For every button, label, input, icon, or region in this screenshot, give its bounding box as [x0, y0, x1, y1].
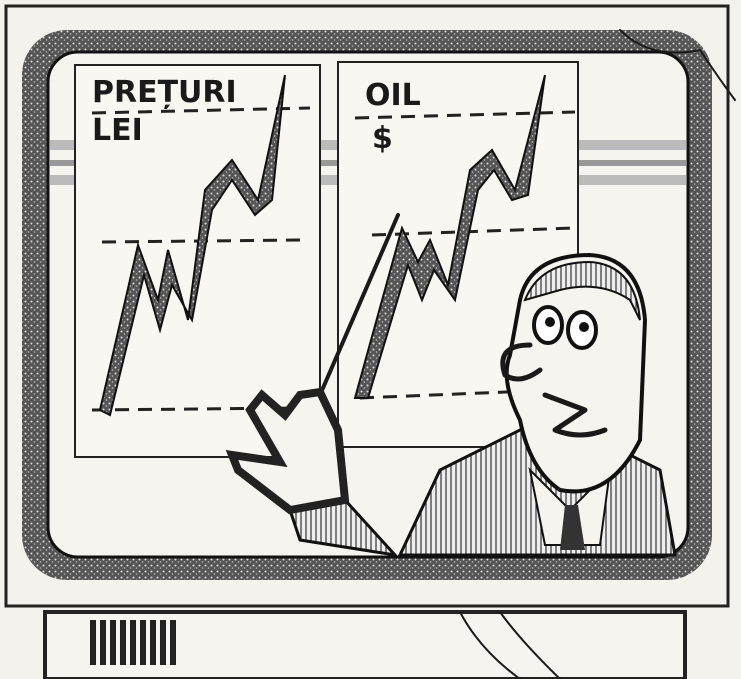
pupil	[579, 322, 589, 332]
panel-unit: LEI	[92, 113, 143, 148]
speaker-grille	[90, 620, 176, 665]
panel-unit: $	[372, 121, 393, 156]
pupil	[545, 317, 555, 327]
panel-title: PREȚURI	[92, 75, 237, 110]
cartoon: PREȚURI LEI OIL $	[0, 0, 741, 679]
panel-title: OIL	[365, 78, 421, 113]
